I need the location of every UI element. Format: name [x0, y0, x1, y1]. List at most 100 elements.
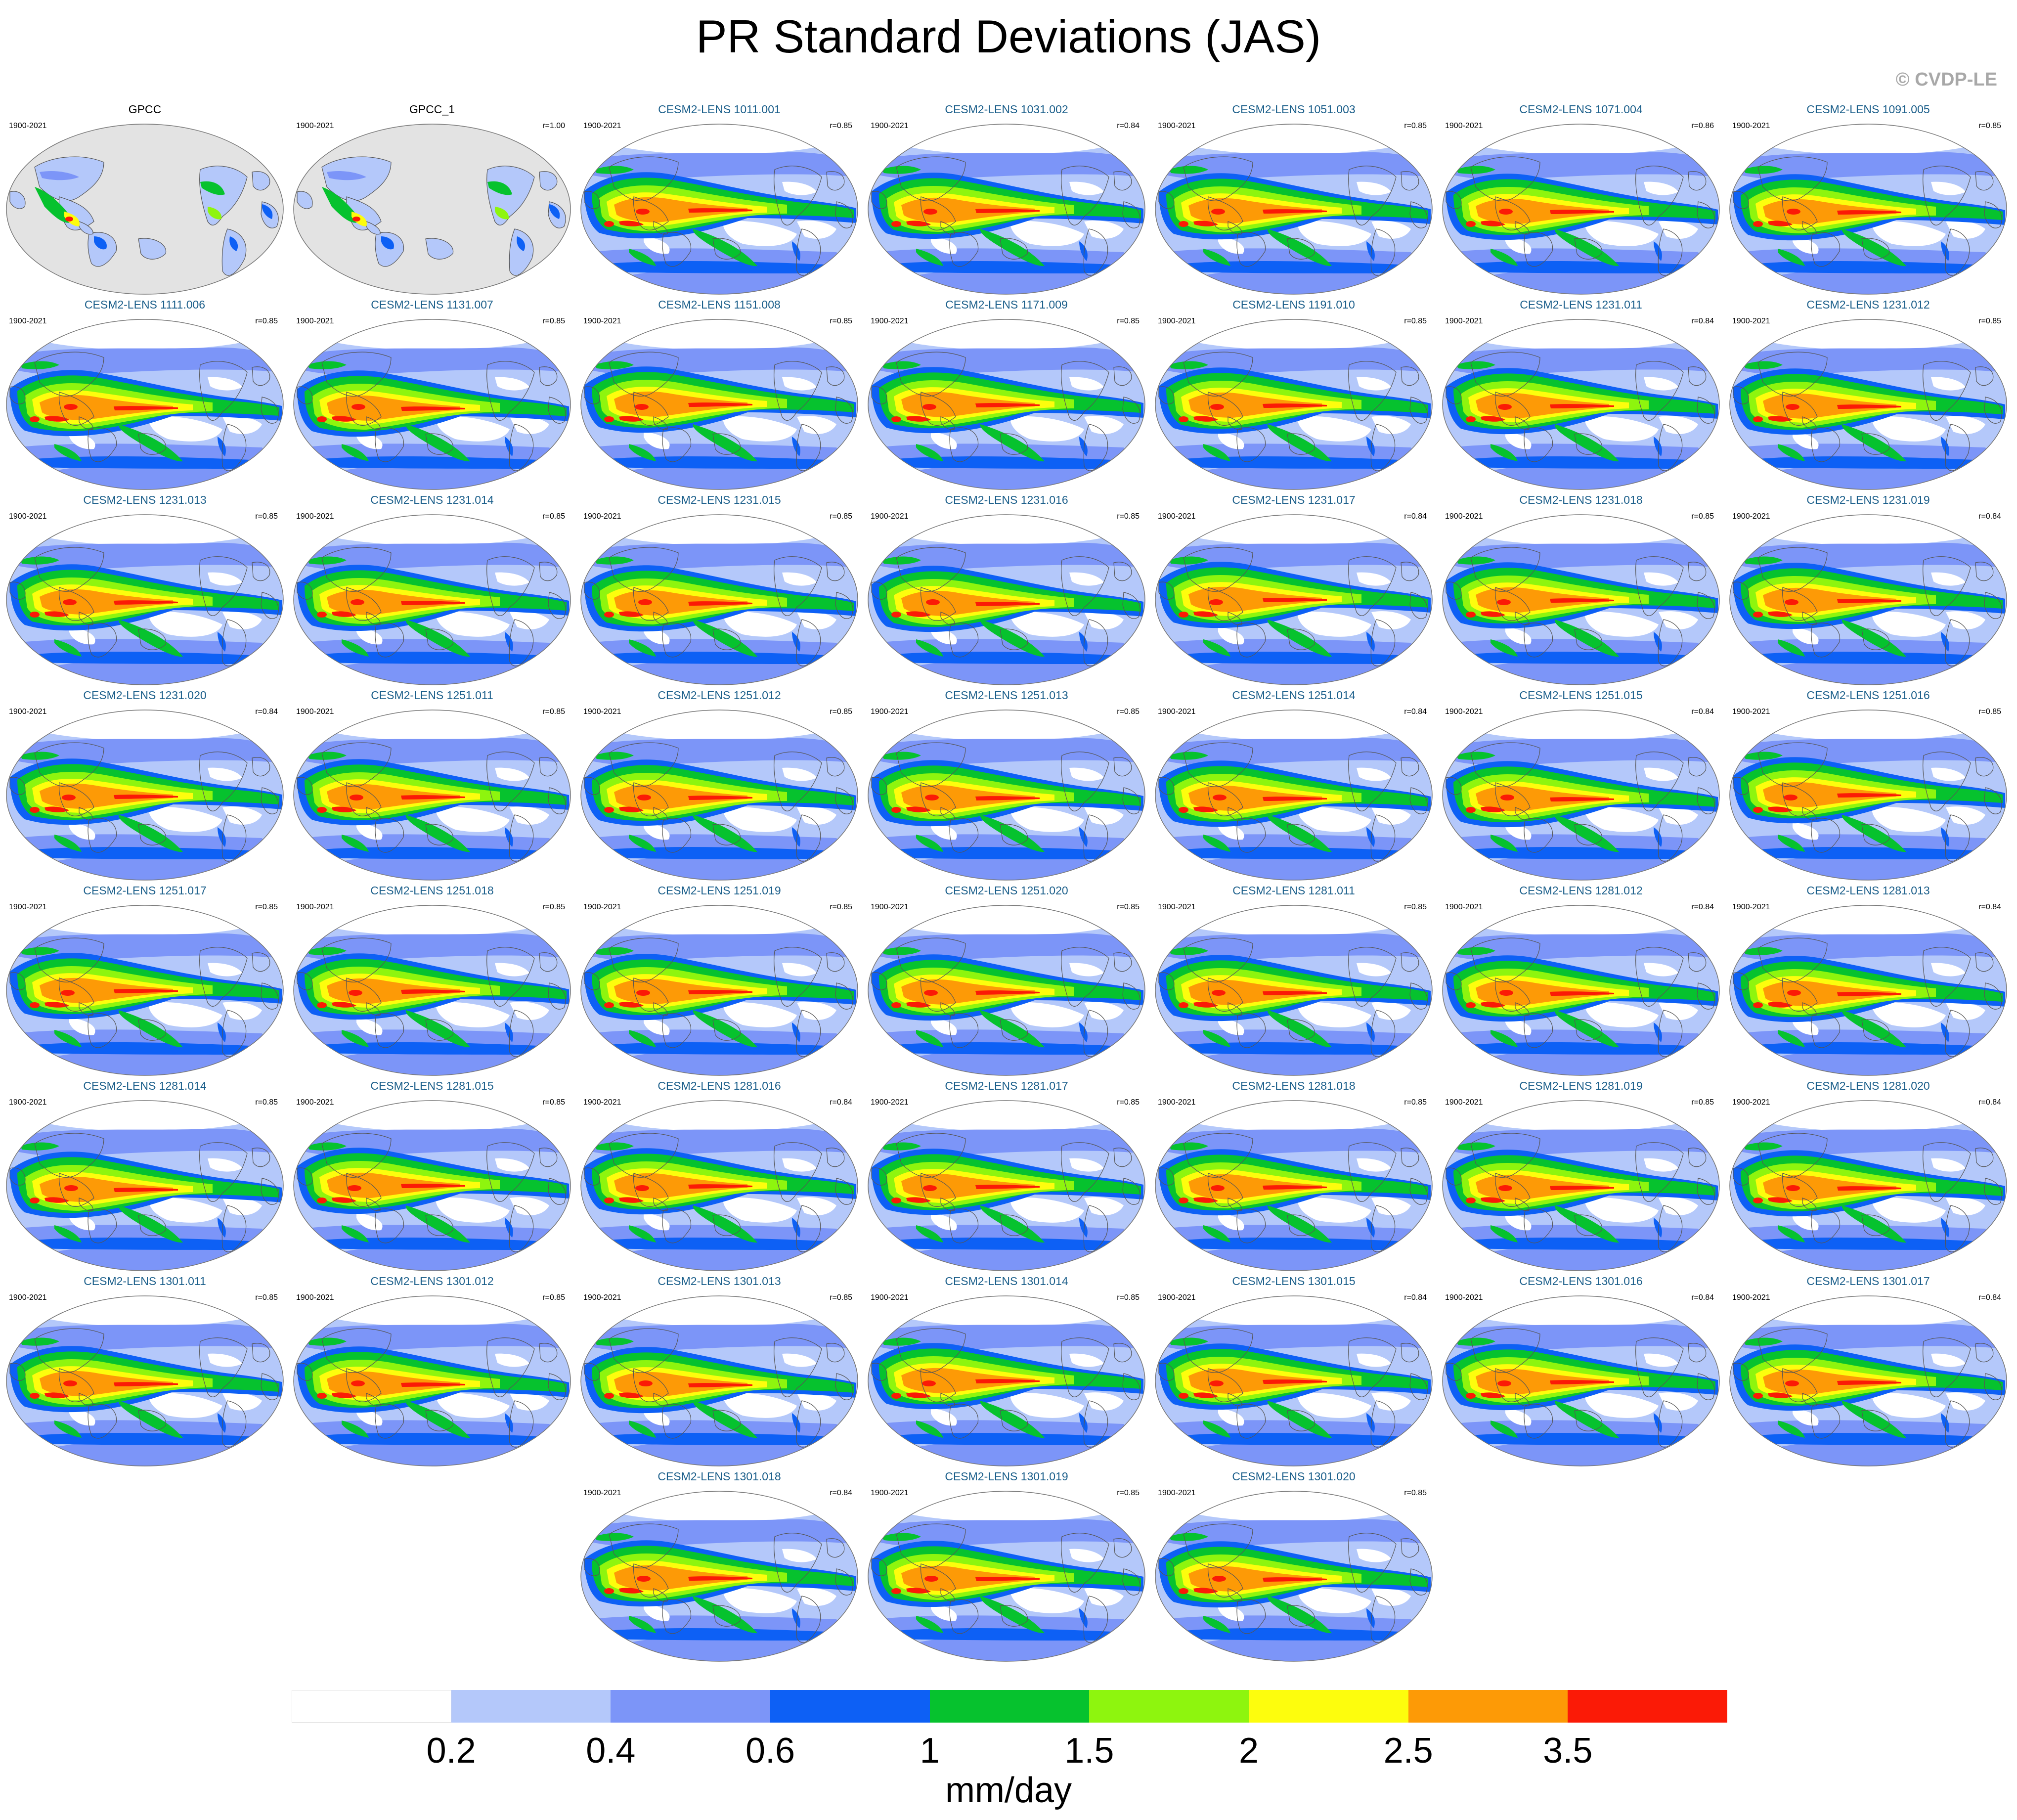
map-panel: CESM2-LENS 1281.020 1900-2021 r=0.84: [1728, 1079, 2008, 1272]
map-image: [580, 124, 858, 295]
panel-title: CESM2-LENS 1281.015: [370, 1079, 494, 1092]
panel-years: 1900-2021: [296, 1293, 334, 1302]
panel-years: 1900-2021: [871, 1293, 909, 1302]
panel-correlation: r=0.85: [1978, 122, 2001, 130]
panel-correlation: r=0.85: [542, 317, 565, 325]
panel-title: CESM2-LENS 1281.014: [83, 1079, 207, 1092]
panel-correlation: r=0.85: [255, 1098, 278, 1107]
map-image: [293, 319, 571, 490]
panel-title: CESM2-LENS 1301.015: [1232, 1275, 1356, 1287]
map-panel: GPCC_1 1900-2021 r=1.00: [292, 103, 572, 296]
colorbar-box: [611, 1690, 770, 1723]
map-panel: CESM2-LENS 1281.016 1900-2021 r=0.84: [579, 1079, 859, 1272]
panel-title: CESM2-LENS 1251.015: [1519, 689, 1643, 702]
map-image: [580, 1100, 858, 1271]
panel-correlation: r=0.85: [255, 512, 278, 521]
map-panel: CESM2-LENS 1281.011 1900-2021 r=0.85: [1154, 884, 1434, 1077]
panel-title: CESM2-LENS 1301.017: [1806, 1275, 1930, 1287]
colorbar-tick-label: 1.5: [1064, 1731, 1114, 1771]
map-image: [580, 1295, 858, 1466]
panel-years: 1900-2021: [1445, 317, 1483, 325]
panel-title: GPCC: [128, 103, 162, 116]
panel-title: CESM2-LENS 1251.011: [371, 689, 493, 702]
panel-years: 1900-2021: [583, 317, 621, 325]
map-image: [868, 905, 1145, 1076]
panel-title: CESM2-LENS 1301.016: [1519, 1275, 1643, 1287]
panel-years: 1900-2021: [1158, 1293, 1196, 1302]
map-image: [580, 1491, 858, 1662]
panel-title: CESM2-LENS 1091.005: [1806, 103, 1930, 116]
panel-years: 1900-2021: [1732, 1293, 1770, 1302]
panel-years: 1900-2021: [1445, 903, 1483, 911]
map-image: [293, 1100, 571, 1271]
map-panel: CESM2-LENS 1281.013 1900-2021 r=0.84: [1728, 884, 2008, 1077]
panel-correlation: r=0.85: [830, 512, 852, 521]
map-image: [1729, 1100, 2007, 1271]
colorbar-box: [292, 1690, 451, 1723]
panel-years: 1900-2021: [1158, 708, 1196, 716]
map-image: [868, 319, 1145, 490]
panel-correlation: r=0.84: [255, 708, 278, 716]
panel-years: 1900-2021: [583, 1293, 621, 1302]
map-image: [1442, 1295, 1720, 1466]
map-panel: CESM2-LENS 1091.005 1900-2021 r=0.85: [1728, 103, 2008, 296]
panel-title: CESM2-LENS 1051.003: [1232, 103, 1356, 116]
map-panel: CESM2-LENS 1301.019 1900-2021 r=0.85: [867, 1470, 1146, 1663]
panel-correlation: r=0.85: [1117, 317, 1140, 325]
map-panel: CESM2-LENS 1301.016 1900-2021 r=0.84: [1441, 1275, 1721, 1467]
panel-title: CESM2-LENS 1231.012: [1806, 298, 1930, 311]
map-image: [868, 1100, 1145, 1271]
map-image: [293, 710, 571, 881]
map-panel: CESM2-LENS 1251.017 1900-2021 r=0.85: [5, 884, 285, 1077]
panel-years: 1900-2021: [871, 317, 909, 325]
colorbar: [292, 1690, 1727, 1723]
map-image: [580, 514, 858, 685]
panel-correlation: r=0.85: [830, 122, 852, 130]
panel-correlation: r=0.85: [255, 317, 278, 325]
map-panel: CESM2-LENS 1301.014 1900-2021 r=0.85: [867, 1275, 1146, 1467]
panel-correlation: r=0.85: [1117, 903, 1140, 911]
map-image: [580, 319, 858, 490]
panel-years: 1900-2021: [871, 1098, 909, 1107]
map-panel: CESM2-LENS 1131.007 1900-2021 r=0.85: [292, 298, 572, 491]
panel-correlation: r=0.85: [830, 903, 852, 911]
map-panel: CESM2-LENS 1281.014 1900-2021 r=0.85: [5, 1079, 285, 1272]
panel-title: CESM2-LENS 1251.018: [370, 884, 494, 897]
map-panel: CESM2-LENS 1231.019 1900-2021 r=0.84: [1728, 493, 2008, 686]
panel-correlation: r=0.85: [255, 1293, 278, 1302]
map-panel: CESM2-LENS 1231.017 1900-2021 r=0.84: [1154, 493, 1434, 686]
map-panel: CESM2-LENS 1031.002 1900-2021 r=0.84: [867, 103, 1146, 296]
map-panel: CESM2-LENS 1171.009 1900-2021 r=0.85: [867, 298, 1146, 491]
colorbar-box: [1568, 1690, 1727, 1723]
panel-correlation: r=0.85: [1978, 317, 2001, 325]
map-image: [1442, 1100, 1720, 1271]
panel-correlation: r=0.84: [1691, 317, 1714, 325]
panel-correlation: r=0.85: [830, 1293, 852, 1302]
panel-years: 1900-2021: [583, 708, 621, 716]
map-image: [293, 1295, 571, 1466]
panel-title: CESM2-LENS 1251.016: [1806, 689, 1930, 702]
panel-title: CESM2-LENS 1301.019: [945, 1470, 1068, 1483]
panel-correlation: r=0.85: [542, 1293, 565, 1302]
panel-years: 1900-2021: [1445, 1098, 1483, 1107]
copyright-label: © CVDP-LE: [1895, 69, 1997, 90]
panel-correlation: r=0.84: [1978, 1293, 2001, 1302]
panel-years: 1900-2021: [871, 122, 909, 130]
map-image: [6, 905, 284, 1076]
map-image: [1729, 905, 2007, 1076]
map-panel: CESM2-LENS 1301.012 1900-2021 r=0.85: [292, 1275, 572, 1467]
map-image: [580, 905, 858, 1076]
panel-correlation: r=0.85: [1404, 317, 1427, 325]
map-panel: CESM2-LENS 1251.016 1900-2021 r=0.85: [1728, 689, 2008, 882]
panel-years: 1900-2021: [296, 708, 334, 716]
panel-title: CESM2-LENS 1071.004: [1519, 103, 1643, 116]
panel-correlation: r=0.84: [1117, 122, 1140, 130]
panel-title: CESM2-LENS 1301.014: [945, 1275, 1068, 1287]
panel-years: 1900-2021: [9, 1098, 47, 1107]
panel-title: CESM2-LENS 1281.012: [1519, 884, 1643, 897]
panel-correlation: r=0.85: [1117, 512, 1140, 521]
panel-correlation: r=0.85: [542, 1098, 565, 1107]
panel-title: CESM2-LENS 1281.013: [1806, 884, 1930, 897]
panel-years: 1900-2021: [1158, 1098, 1196, 1107]
map-panel: CESM2-LENS 1281.018 1900-2021 r=0.85: [1154, 1079, 1434, 1272]
